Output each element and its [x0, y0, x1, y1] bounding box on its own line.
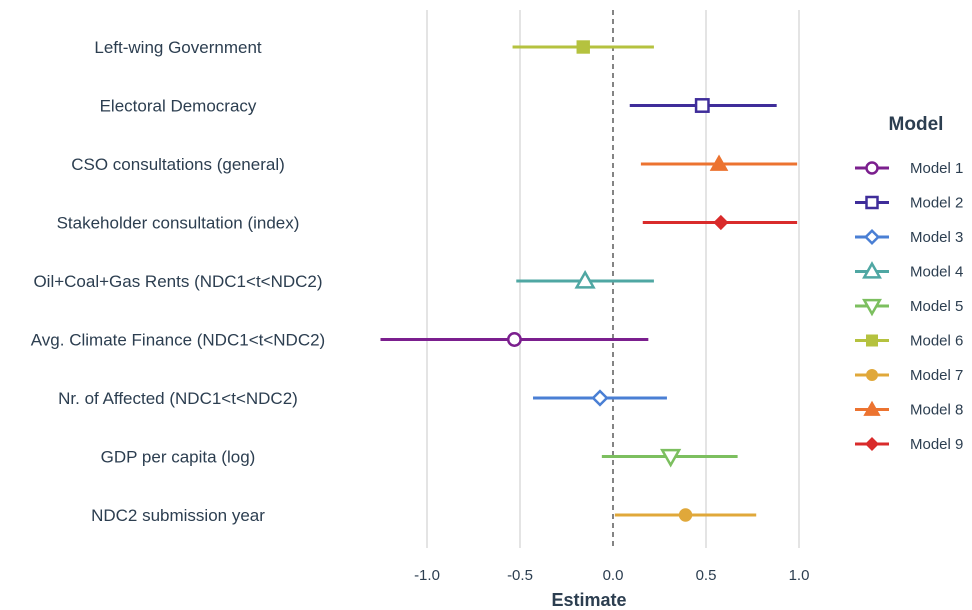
marker: [660, 448, 682, 468]
estimate-model-2: [629, 98, 777, 113]
x-tick-label: 0.5: [696, 567, 717, 584]
estimate-model-3: [533, 389, 667, 407]
legend-item: Model 6: [855, 333, 963, 350]
legend-label: Model 5: [910, 298, 963, 315]
marker: [713, 214, 729, 231]
marker: [709, 154, 729, 171]
legend-item: Model 9: [855, 436, 963, 453]
legend-item: Model 8: [855, 400, 963, 419]
legend-title: Model: [889, 114, 944, 135]
legend-label: Model 9: [910, 436, 963, 453]
y-axis-label: Nr. of Affected (NDC1<t<NDC2): [58, 389, 298, 408]
x-tick-label: 1.0: [789, 567, 810, 584]
legend-item: Model 1: [855, 160, 963, 177]
legend-label: Model 3: [910, 229, 963, 246]
x-axis-ticks: -1.0 -0.5 0.0 0.5 1.0: [414, 567, 809, 584]
marker: [862, 261, 882, 279]
y-axis-label: Oil+Coal+Gas Rents (NDC1<t<NDC2): [33, 272, 322, 291]
x-tick-label: -1.0: [414, 567, 440, 584]
estimate-model-7: [614, 508, 757, 522]
legend-item: Model 4: [855, 261, 963, 281]
marker: [863, 228, 881, 246]
estimate-model-4: [516, 270, 654, 289]
y-axis-label: GDP per capita (log): [101, 448, 256, 467]
marker: [862, 298, 882, 317]
y-axis-label: NDC2 submission year: [91, 506, 265, 525]
y-axis-label: CSO consultations (general): [71, 155, 285, 174]
marker: [506, 332, 522, 347]
marker: [866, 369, 878, 381]
y-axis-label: Stakeholder consultation (index): [57, 214, 300, 233]
estimate-model-6: [512, 40, 654, 54]
y-axis-label: Left-wing Government: [94, 38, 262, 57]
marker: [865, 437, 879, 451]
y-axis-label: Avg. Climate Finance (NDC1<t<NDC2): [31, 331, 325, 350]
marker: [865, 195, 879, 210]
estimate-model-5: [601, 448, 738, 468]
marker: [865, 161, 879, 175]
legend-item: Model 7: [855, 367, 963, 384]
estimate-model-8: [640, 154, 798, 171]
legend-label: Model 1: [910, 160, 963, 177]
y-axis-label: Electoral Democracy: [100, 97, 257, 116]
gridlines: [426, 10, 800, 548]
legend-label: Model 2: [910, 195, 963, 212]
marker: [574, 270, 596, 289]
y-axis-labels: Left-wing Government Electoral Democracy C…: [31, 38, 325, 525]
estimate-model-9: [642, 214, 798, 231]
legend-label: Model 4: [910, 264, 963, 281]
legend-item: Model 5: [855, 298, 963, 317]
marker: [591, 389, 609, 407]
marker: [866, 334, 878, 347]
x-tick-label: -0.5: [507, 567, 533, 584]
legend-item: Model 3: [855, 228, 963, 246]
legend-label: Model 6: [910, 333, 963, 350]
legend: Model Model 1 Model 2 Model 3 Model 4 Model …: [855, 114, 963, 453]
marker: [694, 98, 710, 113]
legend-item: Model 2: [855, 195, 963, 212]
estimate-marks: [380, 40, 798, 522]
legend-label: Model 8: [910, 402, 963, 419]
marker: [576, 40, 590, 54]
marker: [863, 400, 881, 416]
x-axis-title: Estimate: [551, 590, 626, 610]
legend-label: Model 7: [910, 367, 963, 384]
x-tick-label: 0.0: [603, 567, 624, 584]
estimate-model-1: [380, 332, 649, 347]
marker: [678, 508, 693, 522]
